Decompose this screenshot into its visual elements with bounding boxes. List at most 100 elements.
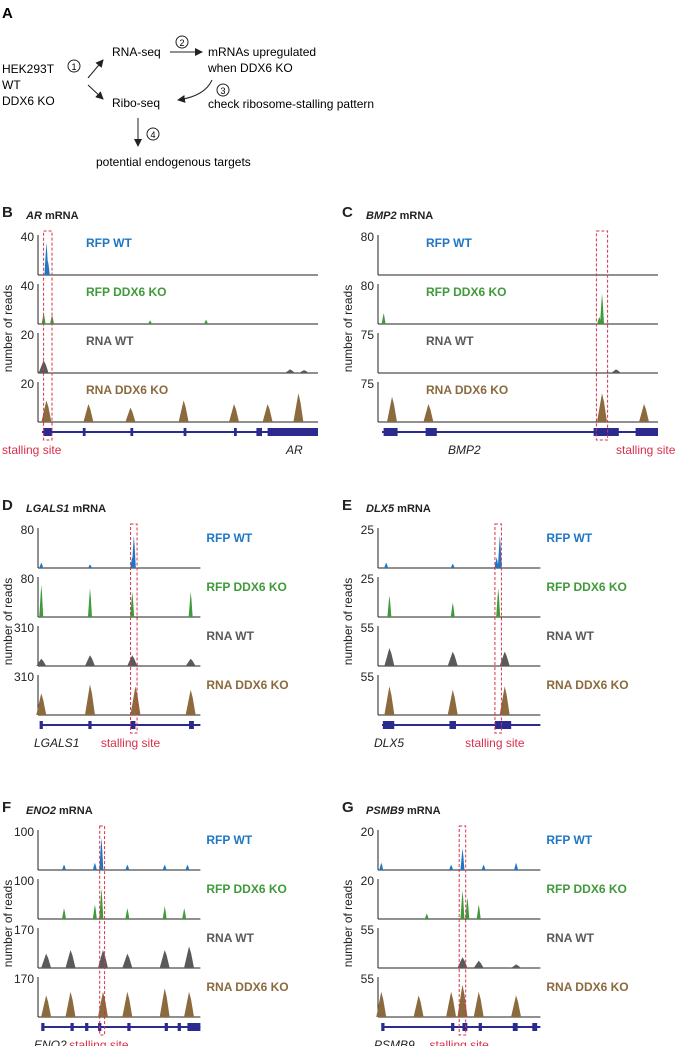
coverage-peak xyxy=(293,393,304,422)
stalling-site-label: stalling site xyxy=(465,736,525,750)
gene-name-label: LGALS1 xyxy=(34,736,79,750)
coverage-peak xyxy=(45,260,50,275)
ymax-label: 20 xyxy=(21,377,35,391)
gene-exon xyxy=(256,428,262,436)
coverage-peak xyxy=(61,908,66,919)
upregulated-line-1: mRNAs upregulated xyxy=(208,45,316,59)
ymax-label: 80 xyxy=(361,279,375,293)
track-label: RNA DDX6 KO xyxy=(206,980,288,994)
gene-exon xyxy=(39,721,43,729)
coverage-peak xyxy=(122,953,133,968)
ymax-label: 100 xyxy=(14,874,34,888)
coverage-peak xyxy=(39,562,44,568)
workflow-panel: A HEK293T WT DDX6 KO 1 RNA-seq 2 mRNAs u… xyxy=(2,5,374,169)
panel-letter: E xyxy=(342,497,352,514)
coverage-peak xyxy=(41,953,52,968)
ymax-label: 40 xyxy=(21,230,35,244)
gene-exon xyxy=(183,428,187,436)
coverage-peak xyxy=(460,848,465,870)
gene-title: PSMB9 mRNA xyxy=(366,805,441,817)
gene-exon xyxy=(478,1023,482,1031)
track-label: RNA WT xyxy=(546,931,594,945)
coverage-peak xyxy=(611,369,621,373)
coverage-peak xyxy=(188,591,193,617)
coverage-peak xyxy=(285,369,295,373)
gene-title: BMP2 mRNA xyxy=(366,210,433,222)
track-label: RFP DDX6 KO xyxy=(86,285,166,299)
stalling-site-label: stalling site xyxy=(2,443,62,457)
gene-exon xyxy=(187,1023,201,1031)
gene-exon xyxy=(451,1023,455,1031)
ymax-label: 25 xyxy=(361,523,375,537)
coverage-peak xyxy=(159,950,170,968)
coverage-peak xyxy=(449,864,454,870)
ymax-label: 310 xyxy=(14,621,34,635)
coverage-peak xyxy=(125,407,136,422)
track-label: RFP DDX6 KO xyxy=(206,580,286,594)
coverage-peak xyxy=(447,651,458,666)
ymax-label: 80 xyxy=(21,572,35,586)
gene-exon xyxy=(462,1023,468,1031)
track-label: RFP DDX6 KO xyxy=(206,882,286,896)
coverage-peak xyxy=(125,864,130,870)
coverage-peak xyxy=(41,400,52,422)
gene-exon xyxy=(494,721,512,729)
gene-exon xyxy=(425,428,437,436)
coverage-peak xyxy=(185,658,196,666)
coverage-peak xyxy=(497,535,502,568)
coverage-peak xyxy=(204,319,208,324)
arrow-to-riboseq xyxy=(87,84,104,100)
coverage-peak xyxy=(159,988,170,1017)
coverage-peak xyxy=(447,689,458,715)
step-1: 1 xyxy=(71,62,76,72)
gene-exon xyxy=(70,1023,74,1031)
gene-exon xyxy=(127,1023,131,1031)
stalling-site-label: stalling site xyxy=(69,1038,129,1046)
step-2: 2 xyxy=(179,38,184,48)
gene-exon xyxy=(267,428,318,436)
coverage-peak xyxy=(36,693,47,715)
gene-name-label: AR xyxy=(285,443,303,457)
panel-e: E DLX5 mRNA number of reads 25 RFP WT 25 RFP D… xyxy=(341,497,629,750)
ymax-label: 310 xyxy=(14,670,34,684)
cell-line-3: DDX6 KO xyxy=(2,94,55,108)
coverage-peak xyxy=(299,370,309,373)
step-3-circle xyxy=(216,83,230,97)
ymax-label: 55 xyxy=(361,972,375,986)
targets-label: potential endogenous targets xyxy=(96,155,251,169)
coverage-peak xyxy=(423,404,434,422)
gene-exon xyxy=(381,1023,385,1031)
gene-exon xyxy=(164,1023,168,1031)
coverage-peak xyxy=(39,584,44,617)
panel-c: C BMP2 mRNA number of reads 80 RFP WT 80 RFP D… xyxy=(341,204,676,457)
ymax-label: 55 xyxy=(361,670,375,684)
gene-exon xyxy=(512,1023,518,1031)
riboseq-label: Ribo-seq xyxy=(112,96,160,110)
coverage-peak xyxy=(127,655,138,666)
ymax-label: 55 xyxy=(361,923,375,937)
arrow-check xyxy=(177,79,213,103)
step-3: 3 xyxy=(220,86,225,96)
ymax-label: 80 xyxy=(361,230,375,244)
track-label: RNA DDX6 KO xyxy=(206,678,288,692)
gene-title: AR mRNA xyxy=(25,210,79,222)
coverage-peak xyxy=(97,991,108,1017)
stalling-site-box xyxy=(595,230,609,441)
track-label: RFP DDX6 KO xyxy=(426,285,506,299)
coverage-peak xyxy=(84,655,95,666)
gene-exon xyxy=(532,1023,538,1031)
gene-exon xyxy=(593,428,619,436)
coverage-peak xyxy=(476,904,481,919)
coverage-peak xyxy=(83,404,94,422)
coverage-peak xyxy=(65,991,76,1017)
track-label: RNA WT xyxy=(86,334,134,348)
ymax-label: 80 xyxy=(21,523,35,537)
track-label: RFP WT xyxy=(86,236,132,250)
coverage-peak xyxy=(514,862,519,870)
coverage-peak xyxy=(379,862,384,870)
coverage-peak xyxy=(481,864,486,870)
stalling-site-label: stalling site xyxy=(616,443,676,457)
coverage-panels: B AR mRNA number of reads 40 RFP WT 40 RFP DDX… xyxy=(1,204,676,1046)
